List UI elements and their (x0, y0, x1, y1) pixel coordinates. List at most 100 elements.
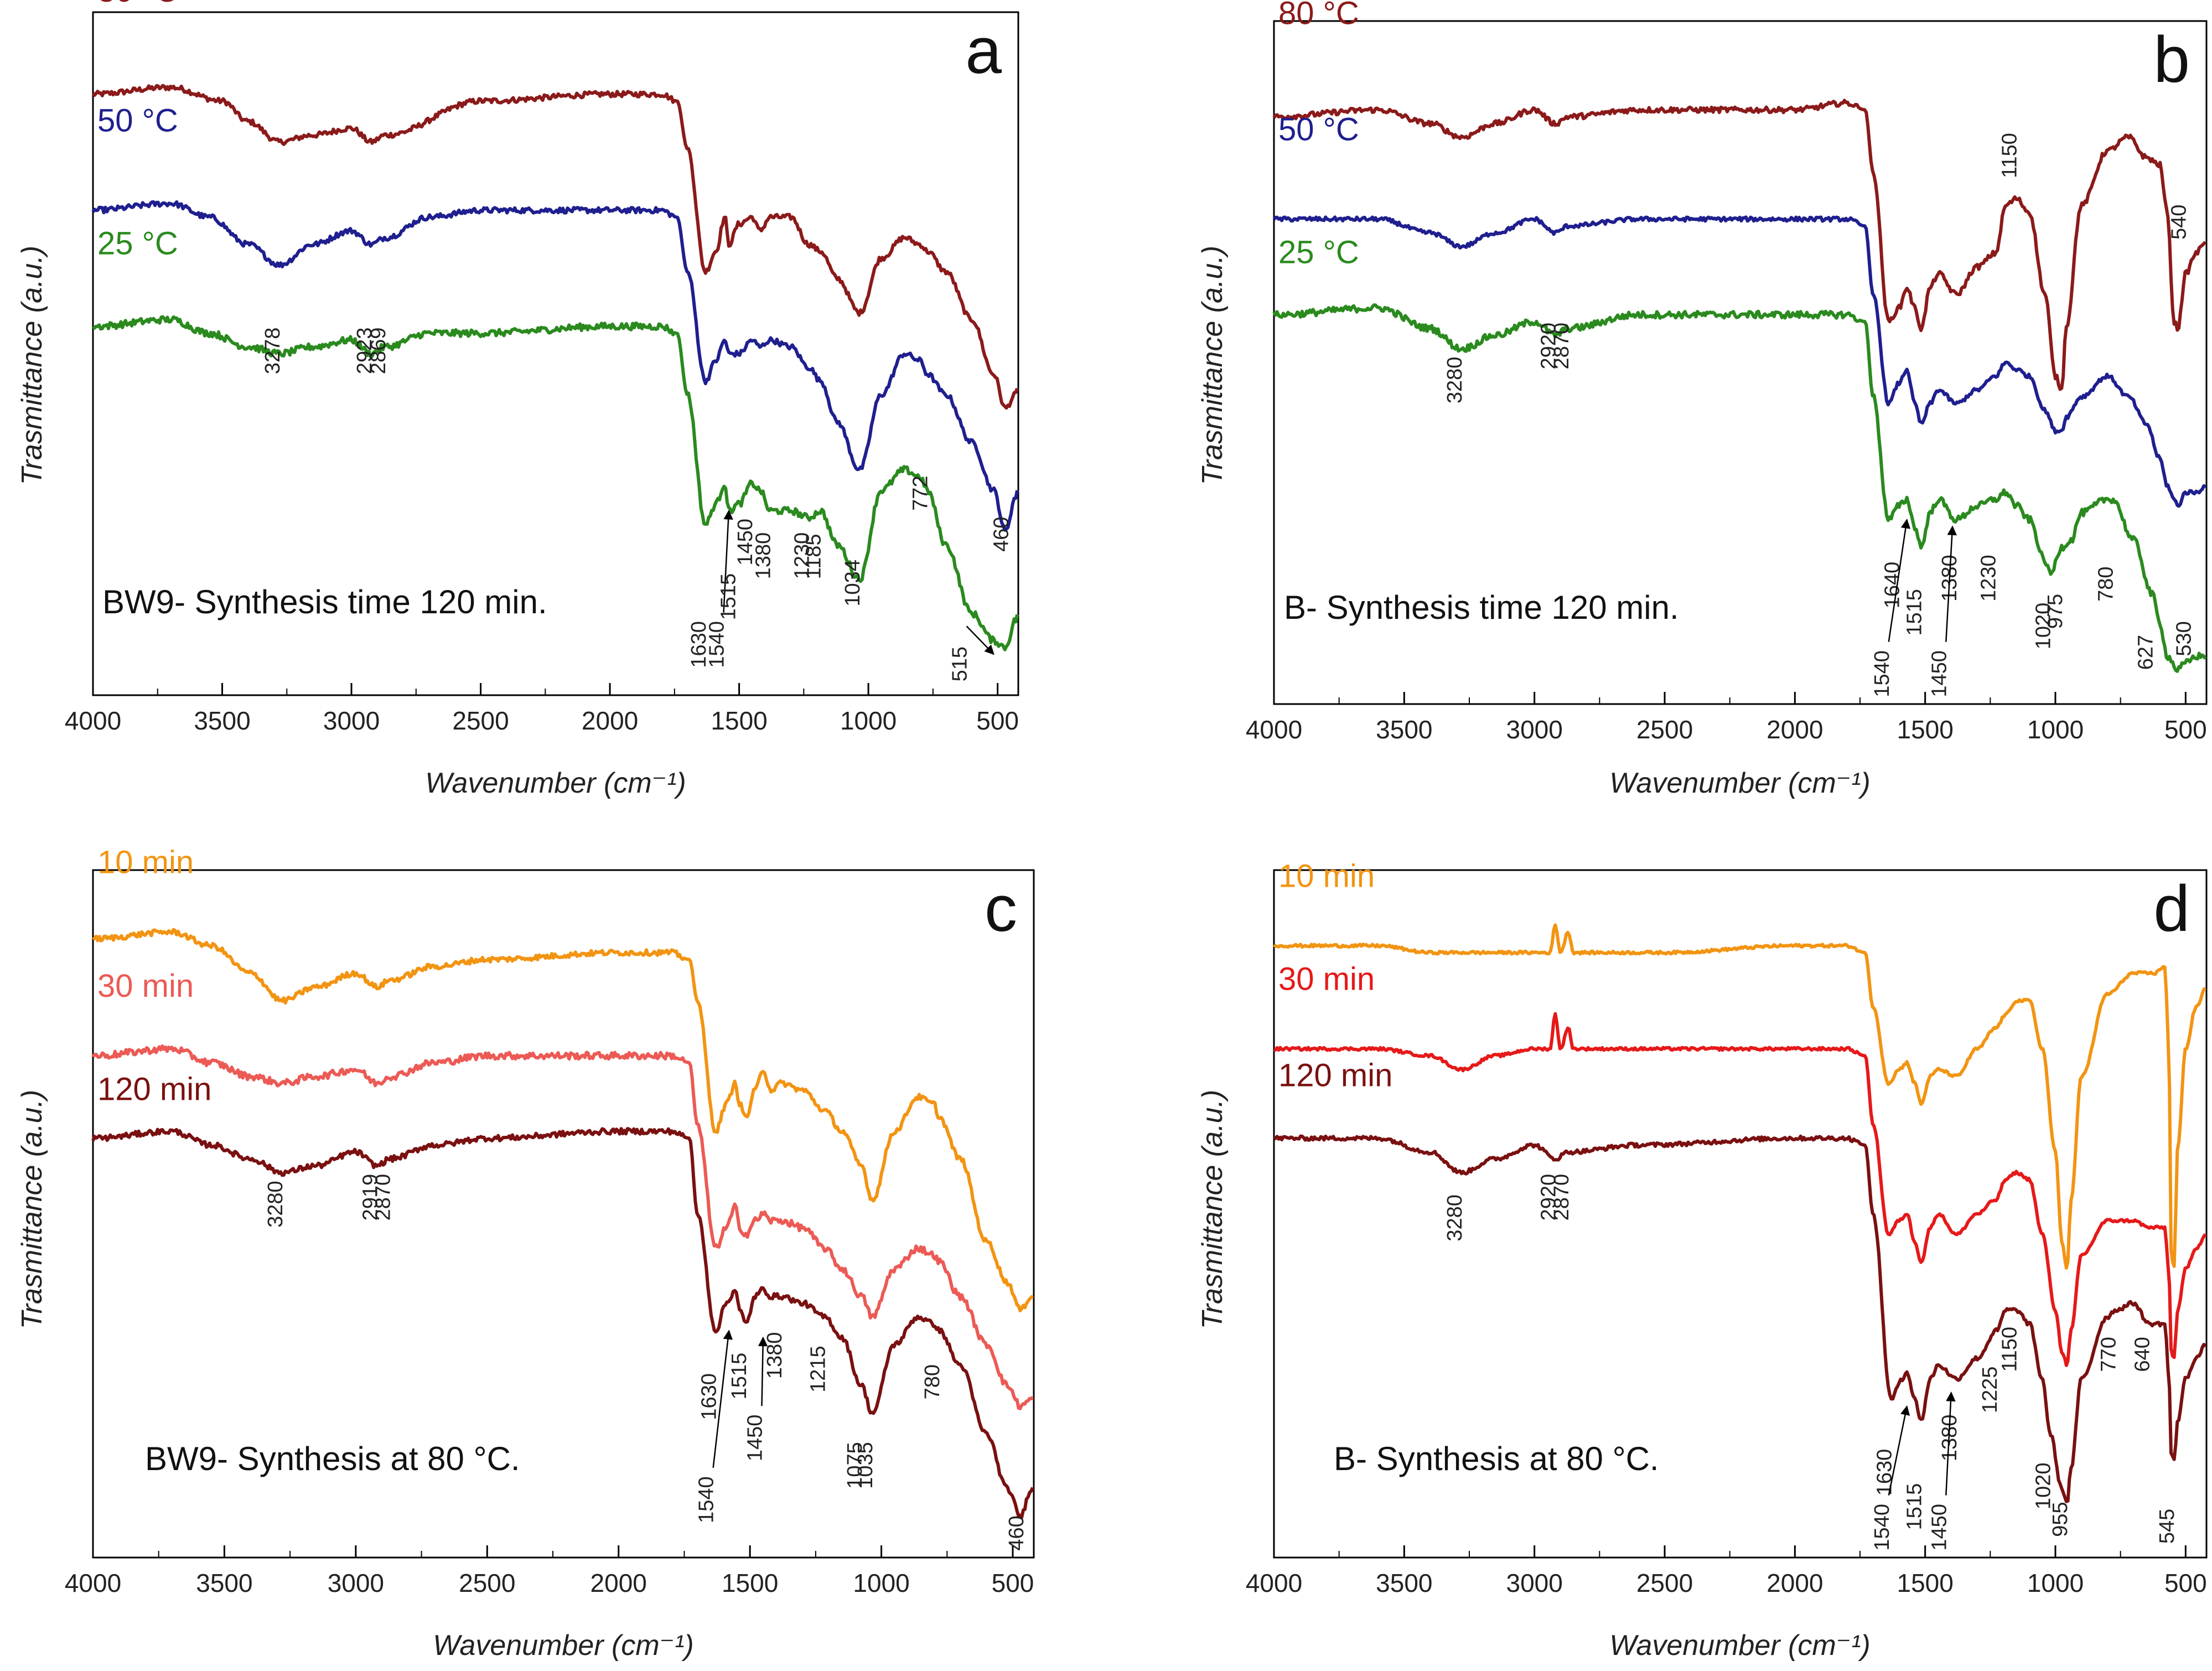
annotation-arrow (1888, 519, 1911, 642)
x-tick-label: 1500 (722, 1569, 778, 1597)
peak-annotation: 540 (2167, 204, 2190, 239)
x-tick-label: 3000 (328, 1569, 384, 1597)
panel-c: 4000 3500 3000 2500 2000 1500 1000 500 Trasmitta… (16, 845, 1035, 1662)
series-line (92, 315, 1019, 651)
peak-annotation: 2920 (1537, 1174, 1560, 1221)
plot-frame (92, 11, 1019, 696)
peak-annotation: 1150 (1998, 1327, 2021, 1372)
peak-annotation: 2919 (359, 1174, 382, 1221)
series-line (1273, 1134, 2207, 1503)
peak-annotation: 1230 (1977, 555, 2001, 602)
peak-annotation: 1020 (2032, 603, 2055, 650)
peak-annotation: 2920 (1537, 323, 1560, 370)
panel-letter: a (965, 14, 1002, 87)
x-tick-label: 4000 (1246, 715, 1302, 744)
panel-caption: B- Synthesis time 120 min. (1284, 589, 1679, 626)
x-tick-label: 1000 (853, 1569, 909, 1597)
peak-annotation: 1540 (1871, 1504, 1894, 1551)
peak-annotation: 545 (2156, 1509, 2179, 1544)
peak-annotation: 2870 (1550, 1174, 1573, 1221)
peak-annotation: 530 (2173, 621, 2196, 656)
peak-annotation: 515 (949, 646, 972, 681)
series-label: 80 °C (97, 0, 178, 9)
peak-annotation: 2870 (372, 1174, 395, 1221)
peak-annotation: 1540 (695, 1476, 718, 1523)
y-axis-label: Trasmittance (a.u.) (1196, 1090, 1229, 1329)
x-tick-label: 3500 (196, 1569, 252, 1597)
plot-frame (92, 869, 1035, 1559)
peak-annotation: 770 (2097, 1337, 2120, 1372)
y-axis-label: Trasmittance (a.u.) (1196, 246, 1229, 485)
y-axis-label: Trasmittance (a.u.) (16, 246, 48, 485)
peak-annotation: 1515 (728, 1353, 751, 1400)
annotation-arrow (723, 510, 733, 613)
x-tick-label: 4000 (1246, 1569, 1302, 1597)
series-label: 30 min (97, 968, 194, 1004)
x-tick-label: 500 (2164, 715, 2207, 744)
x-tick-label: 1500 (711, 706, 767, 735)
peak-annotation: 3280 (1443, 1194, 1467, 1241)
x-tick-label: 2500 (1636, 1569, 1693, 1597)
x-tick-label: 3000 (1506, 1569, 1562, 1597)
peak-annotation: 1450 (1928, 650, 1951, 697)
x-tick-label: 3000 (323, 706, 380, 735)
panel-caption: BW9- Synthesis at 80 °C. (145, 1440, 520, 1477)
peak-annotation: 780 (921, 1364, 944, 1399)
series-line (1272, 303, 2207, 673)
peak-annotation: 772 (909, 475, 933, 510)
x-tick-label: 4000 (65, 1569, 121, 1597)
x-tick-label: 3500 (194, 706, 250, 735)
peak-annotation: 460 (1005, 1515, 1028, 1550)
peak-annotation: 1185 (802, 534, 826, 580)
panel-caption: BW9- Synthesis time 120 min. (102, 583, 547, 620)
x-tick-label: 1000 (840, 706, 897, 735)
series-label: 80 °C (1278, 0, 1359, 32)
x-tick-label: 500 (976, 706, 1019, 735)
peak-annotation: 1540 (1871, 650, 1894, 697)
series-label: 10 min (97, 845, 194, 881)
peak-annotation: 3278 (261, 327, 284, 374)
x-axis-label: Wavenumber (cm⁻¹) (433, 1629, 693, 1662)
annotation-arrow (1945, 525, 1957, 642)
peak-annotation: 1034 (841, 560, 864, 607)
series-label: 25 °C (97, 226, 178, 262)
series-line (1273, 1012, 2207, 1367)
series-label: 50 °C (97, 102, 178, 138)
x-tick-label: 2000 (582, 706, 638, 735)
peak-annotation: 1515 (717, 573, 740, 620)
peak-annotation: 1630 (697, 1373, 721, 1420)
series-label: 30 min (1278, 961, 1375, 997)
x-axis-label: Wavenumber (cm⁻¹) (425, 767, 686, 799)
peak-annotation: 1515 (1903, 1483, 1926, 1530)
series-line (92, 928, 1034, 1312)
series-label: 10 min (1278, 858, 1375, 894)
peak-annotation: 1150 (1998, 133, 2021, 178)
panel-letter: d (2153, 872, 2190, 945)
annotation-arrow (1888, 1405, 1910, 1496)
annotation-arrow (1945, 1391, 1956, 1496)
x-tick-label: 1500 (1897, 1569, 1954, 1597)
x-axis-label: Wavenumber (cm⁻¹) (1609, 1629, 1870, 1662)
x-tick-label: 1500 (1897, 715, 1954, 744)
annotation-arrow (758, 1336, 768, 1406)
peak-annotation: 627 (2135, 635, 2158, 670)
peak-annotation: 1225 (1978, 1367, 2002, 1414)
x-tick-label: 2000 (1767, 1569, 1823, 1597)
peak-annotation: 955 (2049, 1502, 2072, 1537)
peak-annotation: 1035 (854, 1442, 877, 1489)
panel-a: 4000 3500 3000 2500 2000 1500 1000 500 Trasmitta… (16, 0, 1019, 799)
peak-annotation: 1230 (791, 532, 814, 580)
peak-annotation: 3280 (1443, 356, 1467, 403)
peak-annotation: 2923 (353, 327, 376, 374)
x-tick-label: 3000 (1506, 715, 1562, 744)
x-tick-label: 2000 (1767, 715, 1823, 744)
x-tick-label: 2000 (590, 1569, 647, 1597)
peak-annotation: 1075 (843, 1442, 867, 1489)
series-label: 25 °C (1278, 235, 1359, 271)
series-label: 120 min (97, 1071, 211, 1107)
series-line (91, 1044, 1034, 1410)
peak-annotation: 1215 (806, 1346, 830, 1393)
annotation-arrow (712, 1329, 733, 1468)
x-tick-label: 1000 (2027, 715, 2084, 744)
